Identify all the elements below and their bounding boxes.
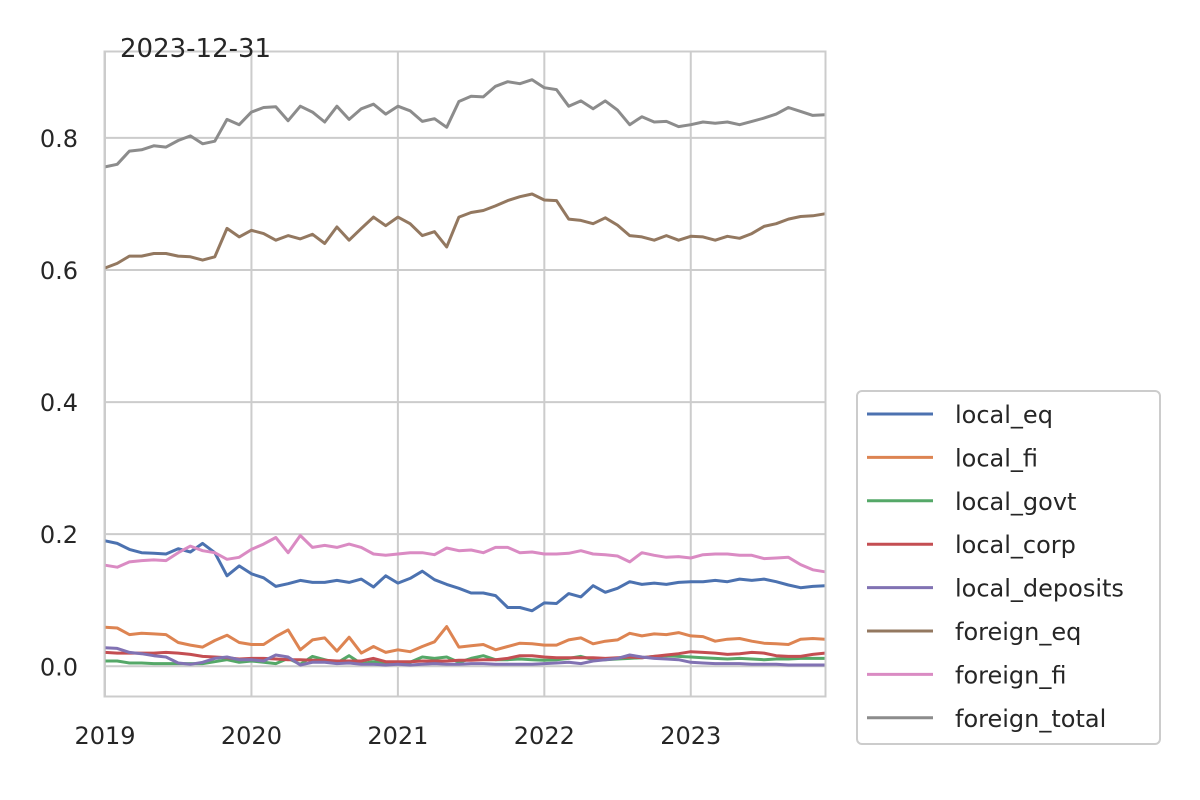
legend: local_eq local_fi local_govt local_corploca… [856, 390, 1161, 745]
y-tick-label: 0.2 [40, 521, 78, 549]
x-tick-label: 2023 [660, 722, 721, 750]
series-line-foreign-eq [103, 192, 827, 270]
y-tick-label: 0.6 [40, 257, 78, 285]
legend-label-foreign-total: foreign_total [955, 705, 1106, 733]
legend-label-local-govt: local_govt [955, 488, 1076, 516]
legend-label-foreign-eq: foreign_eq [955, 618, 1081, 646]
series-line-local-eq [103, 539, 827, 613]
legend-label-local-deposits: local_deposits [955, 575, 1124, 603]
series-line-local-fi [103, 625, 827, 655]
series-line-local-deposits [103, 646, 827, 667]
y-tick-label: 0.4 [40, 389, 78, 417]
x-tick-label: 2019 [74, 722, 135, 750]
legend-label-local-corp: local_corp [955, 531, 1076, 559]
legend-frame [856, 390, 1161, 745]
plot-frame [103, 50, 827, 698]
grid-lines [104, 52, 825, 696]
y-tick-labels: 0.0 0.2 0.4 0.6 0.8 [40, 125, 78, 681]
legend-items: local_eq local_fi local_govt local_corploca… [867, 401, 1124, 733]
x-tick-label: 2022 [514, 722, 575, 750]
x-tick-label: 2020 [221, 722, 282, 750]
legend-label-local-fi: local_fi [955, 444, 1038, 472]
series-line-foreign-fi [103, 534, 827, 574]
series-line-foreign-total [103, 78, 827, 169]
series-lines [103, 78, 827, 667]
y-tick-label: 0.8 [40, 125, 78, 153]
legend-label-local-eq: local_eq [955, 401, 1053, 429]
legend-label-foreign-fi: foreign_fi [955, 661, 1066, 689]
x-tick-labels: 2019 2020 2021 2022 2023 [74, 722, 721, 750]
chart-title: 2023-12-31 [120, 34, 271, 64]
y-tick-label: 0.0 [40, 653, 78, 681]
x-tick-label: 2021 [367, 722, 428, 750]
